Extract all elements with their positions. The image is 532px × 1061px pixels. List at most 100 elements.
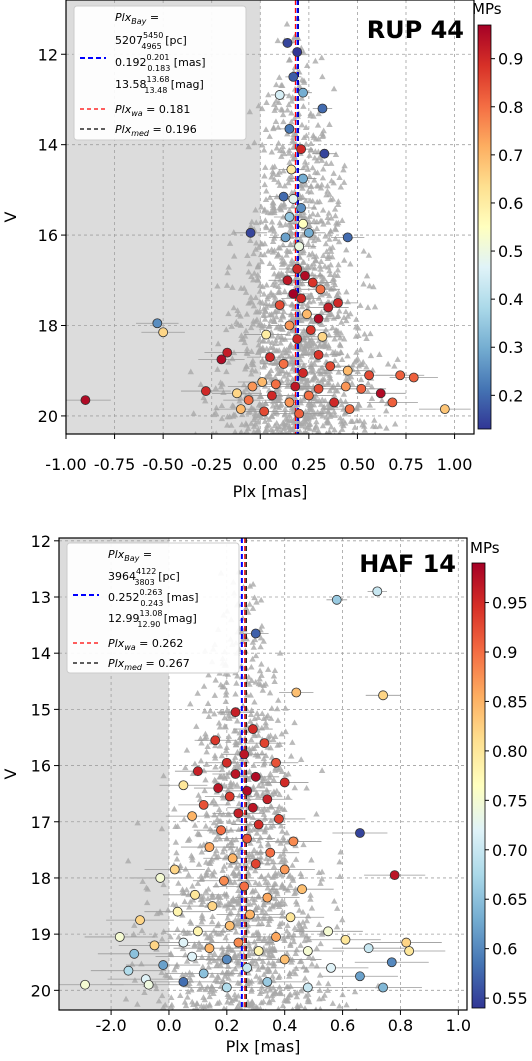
field-star — [247, 237, 254, 243]
field-star — [247, 718, 254, 724]
member-star — [284, 320, 295, 331]
field-star — [184, 1018, 190, 1024]
field-star — [330, 275, 337, 282]
field-star — [284, 379, 292, 386]
field-star — [255, 935, 262, 942]
field-star — [217, 708, 225, 715]
field-star — [257, 643, 264, 650]
field-star — [260, 363, 267, 370]
field-star — [262, 164, 269, 170]
member-star — [192, 766, 203, 777]
field-star — [225, 310, 232, 317]
field-star — [306, 420, 314, 427]
field-star — [284, 440, 290, 446]
member-star — [292, 264, 303, 274]
field-star — [276, 1005, 281, 1010]
field-star — [277, 106, 285, 112]
field-star — [325, 209, 333, 216]
field-star — [271, 228, 278, 234]
field-star — [211, 752, 219, 759]
field-star — [302, 161, 310, 168]
field-star — [235, 800, 243, 807]
field-star — [285, 371, 293, 378]
colorbar-tick-label: 0.65 — [492, 890, 528, 909]
field-star — [334, 266, 342, 273]
field-star — [244, 425, 252, 431]
field-star — [291, 115, 298, 122]
field-star — [225, 263, 232, 270]
field-star — [276, 394, 284, 401]
field-star — [327, 248, 335, 254]
field-star — [353, 417, 361, 424]
field-star — [250, 317, 257, 324]
field-star — [299, 420, 307, 426]
field-star — [258, 622, 266, 629]
field-star — [315, 440, 321, 446]
member-star — [294, 408, 305, 419]
field-star — [203, 761, 210, 767]
member-star — [363, 943, 374, 954]
field-star — [300, 249, 307, 256]
field-star — [232, 836, 240, 843]
field-star — [336, 873, 344, 879]
field-star — [328, 442, 334, 448]
field-star — [261, 418, 269, 424]
member-star — [302, 946, 313, 956]
field-star — [234, 672, 241, 679]
field-star — [203, 748, 210, 755]
plot-frame — [58, 537, 468, 1011]
field-star — [269, 332, 276, 339]
member-star — [250, 859, 261, 869]
member-star — [257, 377, 268, 387]
field-star — [133, 1020, 139, 1026]
field-star — [288, 172, 295, 179]
field-star — [343, 317, 350, 324]
field-star — [271, 232, 279, 239]
field-star — [249, 932, 257, 938]
field-star — [248, 986, 255, 992]
field-star — [267, 935, 274, 942]
field-star — [214, 437, 220, 443]
member-star — [178, 977, 189, 987]
field-star — [249, 957, 256, 963]
field-star — [225, 436, 231, 442]
field-star — [284, 983, 292, 990]
field-star — [285, 147, 293, 153]
field-star — [331, 897, 338, 904]
field-star — [303, 933, 310, 939]
field-star — [272, 340, 279, 347]
field-star — [336, 334, 344, 341]
field-star — [218, 752, 226, 759]
field-star — [224, 998, 231, 1005]
field-star — [249, 888, 256, 895]
field-star — [249, 580, 257, 587]
field-star — [297, 870, 304, 877]
field-star — [255, 920, 262, 927]
colorbar-tick-label: 0.3 — [498, 338, 523, 357]
field-star — [283, 349, 290, 356]
x-axis-label: Plx [mas] — [233, 482, 308, 501]
field-star — [305, 953, 313, 960]
member-star — [178, 937, 189, 948]
field-star — [249, 814, 257, 820]
field-star — [301, 975, 309, 981]
field-star — [203, 1002, 210, 1009]
field-star — [326, 413, 334, 419]
x-tick-label: 0.8 — [388, 1016, 413, 1035]
field-star — [241, 339, 248, 346]
field-star — [282, 415, 290, 422]
field-star — [363, 363, 370, 370]
field-star — [299, 918, 307, 925]
field-star — [336, 440, 342, 446]
field-star — [291, 393, 298, 400]
member-star — [242, 833, 252, 844]
field-star — [268, 173, 275, 180]
field-star — [245, 268, 252, 275]
field-star — [298, 873, 305, 880]
field-star — [306, 152, 313, 158]
member-star — [344, 404, 355, 415]
field-star — [275, 99, 283, 106]
field-star — [325, 440, 331, 446]
colorbar-tick-label: 0.9 — [492, 643, 517, 662]
field-star — [284, 886, 292, 893]
